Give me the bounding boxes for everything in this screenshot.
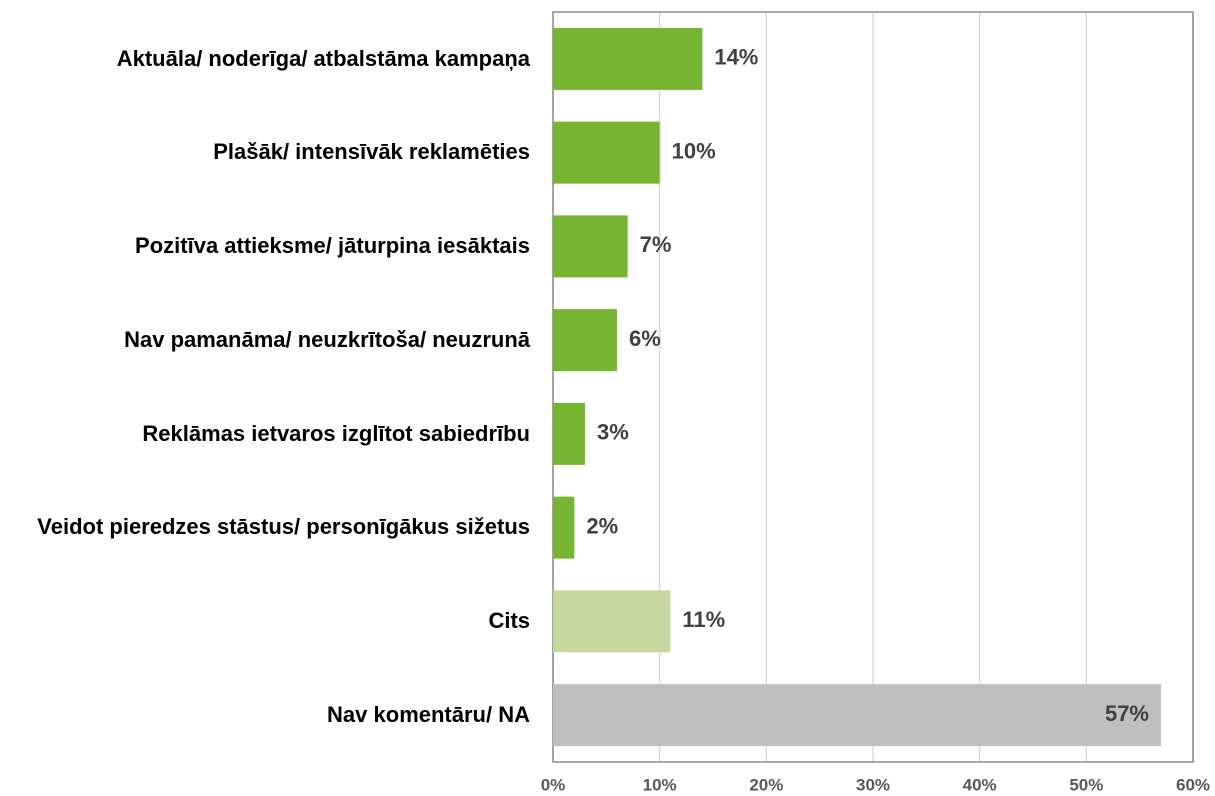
category-label: Veidot pieredzes stāstus/ personīgākus s… xyxy=(0,488,530,568)
value-label: 57% xyxy=(1105,701,1149,726)
category-label: Reklāmas ietvaros izglītot sabiedrību xyxy=(0,394,530,474)
bar xyxy=(553,27,703,90)
category-text: Plašāk/ intensīvāk reklamēties xyxy=(213,139,530,165)
category-text: Pozitīva attieksme/ jāturpina iesāktais xyxy=(135,233,530,259)
bar xyxy=(553,684,1161,747)
category-label: Nav pamanāma/ neuzkrītoša/ neuzrunā xyxy=(0,300,530,380)
category-text: Aktuāla/ noderīga/ atbalstāma kampaņa xyxy=(116,45,530,71)
category-label: Cits xyxy=(0,581,530,661)
value-label: 10% xyxy=(672,138,716,163)
value-label: 2% xyxy=(586,513,618,538)
value-label: 6% xyxy=(629,326,661,351)
category-text: Nav komentāru/ NA xyxy=(327,701,530,727)
bar xyxy=(553,590,671,653)
x-tick-label: 40% xyxy=(963,775,997,794)
bar xyxy=(553,309,617,372)
x-tick-label: 0% xyxy=(541,775,566,794)
category-text: Cits xyxy=(488,608,530,634)
x-tick-label: 50% xyxy=(1069,775,1103,794)
x-tick-label: 10% xyxy=(643,775,677,794)
bar xyxy=(553,402,585,465)
value-label: 11% xyxy=(682,607,725,632)
category-text: Veidot pieredzes stāstus/ personīgākus s… xyxy=(37,514,530,540)
category-label: Pozitīva attieksme/ jāturpina iesāktais xyxy=(0,206,530,286)
category-label: Nav komentāru/ NA xyxy=(0,675,530,755)
x-tick-label: 30% xyxy=(856,775,890,794)
category-label: Aktuāla/ noderīga/ atbalstāma kampaņa xyxy=(0,19,530,99)
bar xyxy=(553,121,660,184)
bar xyxy=(553,496,575,559)
value-label: 3% xyxy=(597,420,629,445)
value-label: 7% xyxy=(640,232,672,257)
category-text: Reklāmas ietvaros izglītot sabiedrību xyxy=(142,420,530,446)
plot-border xyxy=(552,11,1194,763)
bar xyxy=(553,215,628,278)
value-label: 14% xyxy=(714,45,758,70)
category-text: Nav pamanāma/ neuzkrītoša/ neuzrunā xyxy=(124,326,530,352)
x-tick-label: 60% xyxy=(1176,775,1210,794)
category-label: Plašāk/ intensīvāk reklamēties xyxy=(0,113,530,193)
x-tick-label: 20% xyxy=(749,775,783,794)
